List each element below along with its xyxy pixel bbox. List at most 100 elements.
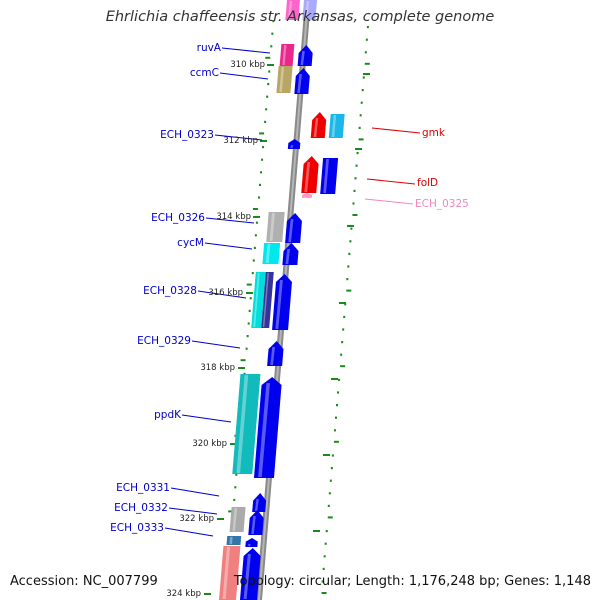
gene-ECH_0333 [226, 536, 242, 545]
gene-label-ruvA[interactable]: ruvA [197, 42, 222, 54]
gene-label-ECH_0329[interactable]: ECH_0329 [137, 335, 191, 347]
gene-shading [288, 218, 294, 243]
gene-shading [243, 553, 251, 600]
topology-text: Topology: circular; Length: 1,176,248 bp… [233, 574, 591, 589]
accession-text: Accession: NC_007799 [10, 574, 158, 589]
gene-ruvA [279, 44, 295, 66]
gene-shading [275, 279, 283, 330]
gene-ECH_0333-arrow [245, 538, 258, 547]
gene-folD-partner [320, 158, 339, 194]
left-tick-track [204, 20, 275, 600]
line-ruvA [221, 47, 271, 54]
gene-label-cycM[interactable]: cycM [177, 237, 204, 249]
gene-shading [288, 0, 293, 20]
line-ECH_0331 [170, 487, 220, 497]
gene-shading [269, 212, 275, 242]
line-ECH_0326 [205, 217, 255, 224]
gene-shading [313, 117, 319, 138]
line-gmk [371, 127, 421, 134]
gene-shading [331, 114, 337, 138]
gene-label-ECH_0332[interactable]: ECH_0332 [114, 502, 168, 514]
line-ECH_0325 [364, 198, 414, 205]
gene-label-ppdK[interactable]: ppdK [154, 409, 182, 421]
gene-label-folD[interactable]: folD [417, 177, 438, 189]
gene-shading [304, 161, 311, 193]
gene-block-bottom [219, 546, 241, 600]
gene-shading [265, 243, 271, 264]
gene-shading [236, 374, 249, 474]
map-title: Ehrlichia chaffeensis str. Arkansas, com… [105, 9, 495, 25]
gene-ruvA-arrow [297, 45, 313, 66]
kbp-label: 310 kbp [230, 60, 265, 70]
gene-label-ccmC[interactable]: ccmC [190, 67, 219, 79]
gene-label-gmk[interactable]: gmk [422, 127, 446, 139]
gene-ECH_0329 [267, 341, 284, 366]
gene-label-ECH_0331[interactable]: ECH_0331 [116, 482, 170, 494]
gene-ECH_0324 [328, 114, 345, 138]
gene-ECH_0331 [252, 493, 267, 512]
gene-ECH_0326 [266, 212, 285, 242]
gene-shading [300, 50, 305, 66]
gene-block [302, 0, 317, 20]
gene-shading [229, 536, 233, 545]
kbp-label: 322 kbp [179, 514, 214, 524]
gene-gmk [310, 112, 327, 138]
gene-shading [232, 507, 238, 532]
gene-folD [301, 156, 319, 193]
gene-label-ECH_0326[interactable]: ECH_0326 [151, 212, 205, 224]
gene-ECH_0326-arrow [285, 213, 302, 243]
gene-ppdK [232, 374, 261, 474]
gene-ccmC [276, 66, 293, 93]
gene-label-ECH_0323[interactable]: ECH_0323 [160, 129, 214, 141]
gene-cycM-arrow [282, 243, 299, 265]
gene-shading [323, 158, 329, 194]
gene-shading [254, 498, 259, 512]
line-ECH_0332 [168, 507, 218, 515]
gene-ECH_0332 [229, 507, 246, 532]
kbp-label: 314 kbp [216, 212, 251, 222]
gene-ECH_0328-arrow [272, 274, 292, 330]
kbp-label: 320 kbp [192, 439, 227, 449]
gene-shading [270, 346, 275, 366]
kbp-label: 316 kbp [208, 288, 243, 298]
line-folD [366, 178, 416, 185]
gene-shading [258, 382, 271, 478]
gene-ECH_0323 [287, 139, 301, 149]
kbp-label: 324 kbp [166, 589, 201, 599]
gene-shading [290, 144, 294, 149]
gene-ppdK-arrow [253, 377, 282, 478]
gene-shading [285, 248, 290, 265]
line-ECH_0328 [197, 290, 247, 299]
line-ccmC [219, 72, 269, 80]
kbp-label: 318 kbp [200, 363, 235, 373]
line-ECH_0329 [191, 340, 241, 349]
gene-label-ECH_0325[interactable]: ECH_0325 [415, 198, 469, 210]
gene-label-group: ruvA ccmC ECH_0323 ECH_0326 cycM ECH_032… [110, 42, 469, 534]
gene-ECH_0332-arrow [248, 510, 264, 535]
gene-features [219, 0, 345, 600]
gene-shading [262, 272, 269, 328]
line-ppdK [181, 414, 232, 423]
gene-shading [253, 272, 260, 328]
kbp-label-group: 310 kbp 312 kbp 314 kbp 316 kbp 318 kbp … [166, 60, 265, 599]
line-cycM [204, 242, 253, 250]
gene-shading [279, 66, 285, 93]
gene-shading [247, 543, 251, 547]
line-ECH_0333 [164, 527, 214, 537]
gene-label-ECH_0328[interactable]: ECH_0328 [143, 285, 197, 297]
gene-shading [282, 44, 287, 66]
gene-shading [297, 73, 302, 94]
gene-ECH_0328 [251, 272, 266, 328]
label-lines [164, 47, 421, 537]
gene-block-bottom-arrow [240, 548, 261, 600]
line-ECH_0323 [214, 134, 263, 141]
gene-block [285, 0, 300, 20]
gene-label-ECH_0333[interactable]: ECH_0333 [110, 522, 164, 534]
gene-shading [305, 0, 310, 20]
kbp-label: 312 kbp [223, 136, 258, 146]
gene-shading [251, 515, 256, 535]
gene-ECH_0325 [301, 193, 313, 198]
gene-ccmC-arrow [294, 68, 310, 94]
gene-shading [222, 546, 231, 600]
